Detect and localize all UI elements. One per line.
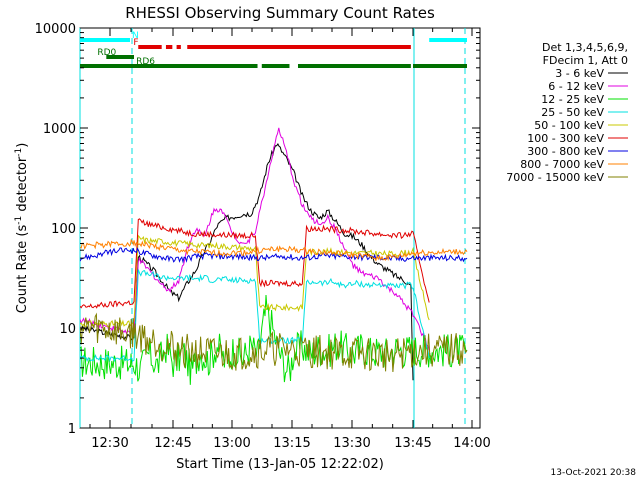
svg-text:Count Rate (s-1 detector-1): Count Rate (s-1 detector-1) (14, 143, 30, 314)
chart-title: RHESSI Observing Summary Count Rates (125, 4, 435, 22)
legend-label-1: 6 - 12 keV (548, 80, 604, 93)
y-axis-label-sup2: -1 (14, 148, 24, 157)
legend: Det 1,3,4,5,6,9, FDecim 1, Att 0 3 - 6 k… (506, 41, 628, 184)
x-axis-label: Start Time (13-Jan-05 12:22:02) (176, 457, 384, 472)
flag-label-n: N (132, 31, 139, 41)
x-tick-label-4: 13:30 (333, 436, 370, 451)
y-axis-label-mid: detector (15, 156, 30, 216)
x-tick-label-5: 13:45 (394, 436, 431, 451)
flag-layer: NF RD0 RD6 (80, 31, 467, 68)
x-tick-label-1: 12:45 (154, 436, 191, 451)
series-line-4 (80, 234, 430, 328)
legend-label-6: 300 - 800 keV (527, 145, 604, 158)
series-line-8 (80, 312, 468, 373)
y-tick-label-3: 1000 (43, 122, 76, 137)
axis-layer: 1 10 100 1000 10000 12:30 12:45 13:00 13:15 13:30… (35, 22, 491, 451)
y-tick-label-0: 1 (68, 422, 76, 437)
series-line-7 (80, 238, 468, 262)
y-tick-label-1: 10 (59, 322, 76, 337)
y-tick-label-2: 100 (51, 222, 76, 237)
y-axis-label-main: Count Rate (s (15, 225, 30, 314)
series-line-5 (80, 218, 430, 309)
legend-label-3: 25 - 50 keV (541, 106, 604, 119)
legend-label-4: 50 - 100 keV (534, 119, 604, 132)
flag-label-rd6: RD6 (136, 57, 155, 67)
y-axis-label-end: ) (15, 143, 30, 148)
x-tick-label-0: 12:30 (91, 436, 128, 451)
series-layer (80, 127, 468, 385)
flag-label-rd0: RD0 (97, 48, 116, 58)
legend-label-0: 3 - 6 keV (555, 67, 604, 80)
x-tick-label-3: 13:15 (273, 436, 310, 451)
flag-label-f: F (133, 38, 138, 48)
y-tick-label-4: 10000 (35, 22, 76, 37)
x-tick-label-2: 13:00 (213, 436, 250, 451)
series-line-3 (80, 269, 430, 363)
footer-timestamp: 13-Oct-2021 20:38 (551, 468, 637, 478)
legend-label-8: 7000 - 15000 keV (506, 171, 604, 184)
y-axis-label: Count Rate (s-1 detector-1) (14, 143, 30, 314)
legend-header-line-2: FDecim 1, Att 0 (543, 54, 628, 67)
series-line-1 (80, 127, 430, 351)
legend-label-7: 800 - 7000 keV (520, 158, 604, 171)
legend-label-5: 100 - 300 keV (527, 132, 604, 145)
legend-header-line-1: Det 1,3,4,5,6,9, (542, 41, 628, 54)
series-line-6 (80, 247, 468, 264)
y-axis-label-sup1: -1 (14, 216, 24, 225)
x-tick-label-6: 14:00 (453, 436, 490, 451)
legend-label-2: 12 - 25 keV (541, 93, 604, 106)
